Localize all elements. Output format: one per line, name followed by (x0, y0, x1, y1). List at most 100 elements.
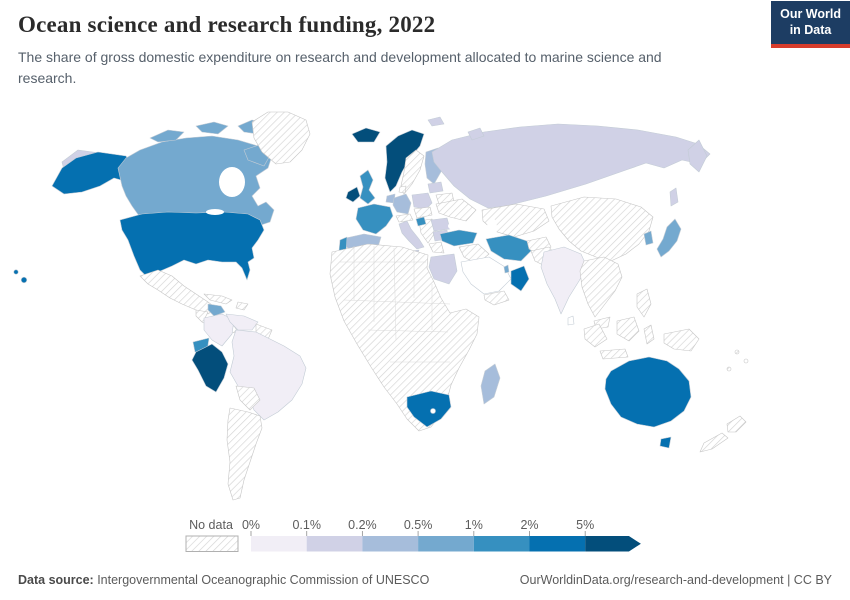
country-oman[interactable] (510, 265, 530, 292)
legend-tick-label-2: 0.2% (348, 518, 377, 532)
country-russia-svalbard[interactable] (427, 116, 445, 127)
data-source: Data source: Intergovernmental Oceanogra… (18, 573, 429, 587)
country-germany[interactable] (392, 193, 412, 215)
country-canada-arctic-2[interactable] (195, 121, 229, 135)
legend-tick-label-4: 1% (465, 518, 483, 532)
country-russia-novaya-zemlya[interactable] (467, 127, 485, 141)
legend-tick-label-5: 2% (520, 518, 538, 532)
owid-logo-line2: in Data (789, 22, 832, 37)
country-united-kingdom[interactable] (359, 169, 376, 205)
sea-black-sea (448, 221, 468, 231)
country-iceland[interactable] (351, 127, 381, 143)
chart-footer: Data source: Intergovernmental Oceanogra… (18, 573, 832, 587)
legend-bucket-2[interactable] (362, 536, 419, 552)
data-source-text: Intergovernmental Oceanographic Commissi… (93, 573, 430, 587)
legend-no-data-swatch[interactable] (185, 535, 239, 552)
country-iran[interactable] (485, 234, 532, 262)
data-source-label: Data source: (18, 573, 94, 587)
country-canada-arctic-1[interactable] (149, 129, 185, 143)
owid-logo[interactable]: Our World in Data (771, 1, 850, 49)
country-united-states[interactable] (119, 211, 265, 281)
country-italy[interactable] (398, 220, 425, 250)
legend-no-data-label: No data (189, 518, 233, 532)
country-qatar[interactable] (503, 264, 510, 274)
region-pacific-island-1[interactable] (734, 349, 740, 355)
country-lesotho[interactable] (430, 408, 436, 414)
sea-great-lakes (206, 209, 224, 215)
country-new-zealand-north[interactable] (726, 415, 747, 433)
country-saudi-arabia[interactable] (460, 256, 512, 295)
country-japan[interactable] (656, 218, 682, 258)
region-pacific-island-3[interactable] (726, 366, 732, 372)
country-brazil[interactable] (229, 329, 307, 421)
legend-bucket-6-arrow[interactable] (585, 536, 641, 552)
country-egypt[interactable] (428, 253, 458, 285)
region-central-europe-no-data[interactable] (413, 206, 433, 219)
owid-url-link[interactable]: OurWorldinData.org/research-and-developm… (519, 573, 784, 587)
country-argentina-chile[interactable] (226, 407, 263, 501)
country-sweden[interactable] (400, 149, 425, 195)
country-romania[interactable] (430, 217, 451, 232)
region-alpine-no-data[interactable] (395, 213, 414, 223)
country-greece[interactable] (428, 241, 445, 254)
country-south-africa[interactable] (406, 390, 452, 428)
country-denmark[interactable] (398, 185, 407, 194)
country-mexico[interactable] (139, 269, 217, 315)
country-hispaniola[interactable] (235, 301, 249, 311)
country-estonia-baltics[interactable] (427, 181, 444, 194)
legend-tick-label-3: 0.5% (404, 518, 433, 532)
country-yemen[interactable] (483, 290, 510, 306)
legend-bucket-4[interactable] (473, 536, 530, 552)
country-indonesia-sulawesi[interactable] (643, 324, 655, 345)
country-poland[interactable] (411, 192, 433, 210)
country-russia-kamchatka[interactable] (687, 139, 708, 173)
legend-tick-label-1: 0.1% (292, 518, 321, 532)
country-australia-tasmania[interactable] (659, 436, 672, 449)
country-russia-sakhalin[interactable] (669, 187, 679, 207)
country-croatia[interactable] (415, 216, 427, 227)
country-sri-lanka[interactable] (567, 315, 575, 326)
country-south-korea[interactable] (643, 230, 654, 246)
legend-tick-label-6: 5% (576, 518, 594, 532)
country-kazakhstan-central-asia[interactable] (481, 203, 550, 238)
legend-bucket-5[interactable] (529, 536, 586, 552)
country-bolivia[interactable] (235, 385, 261, 411)
region-africa-no-data[interactable] (329, 243, 480, 432)
country-united-states-hawaii-2[interactable] (20, 276, 28, 284)
license-badge: | CC BY (783, 573, 832, 587)
map-legend: No data 0% 0.1% 0.2% 0.5% 1% 2% 5% (185, 518, 641, 552)
legend-tick-label-0: 0% (242, 518, 260, 532)
chart-header: Ocean science and research funding, 2022… (18, 12, 832, 89)
country-indonesia-sumatra[interactable] (583, 323, 608, 348)
legend-bucket-1[interactable] (306, 536, 363, 552)
chart-subtitle: The share of gross domestic expenditure … (18, 49, 662, 86)
region-se-asia-no-data[interactable] (579, 256, 623, 318)
region-balkans-no-data[interactable] (418, 218, 437, 244)
country-russia[interactable] (431, 123, 711, 209)
country-new-zealand-south[interactable] (699, 432, 729, 453)
country-united-states-hawaii-1[interactable] (13, 269, 19, 275)
footer-right: OurWorldinData.org/research-and-developm… (520, 573, 832, 587)
country-china-mongolia[interactable] (550, 196, 654, 262)
country-ireland[interactable] (345, 186, 361, 203)
chart-title: Ocean science and research funding, 2022 (18, 12, 436, 37)
country-honduras[interactable] (207, 303, 226, 317)
country-turkey[interactable] (439, 229, 478, 247)
country-peru[interactable] (191, 343, 229, 393)
country-indonesia-borneo[interactable] (616, 316, 640, 342)
region-pacific-island-2[interactable] (743, 358, 749, 364)
country-cuba[interactable] (203, 293, 233, 305)
country-colombia[interactable] (203, 313, 235, 347)
country-madagascar[interactable] (480, 363, 501, 405)
legend-bucket-0[interactable] (251, 536, 307, 552)
country-indonesia-java[interactable] (599, 348, 629, 360)
country-new-guinea[interactable] (663, 328, 700, 352)
country-india[interactable] (540, 246, 588, 315)
country-greenland[interactable] (251, 111, 311, 165)
country-australia[interactable] (604, 356, 692, 428)
legend-bucket-3[interactable] (418, 536, 474, 552)
country-philippines[interactable] (636, 288, 652, 318)
country-ukraine[interactable] (435, 198, 477, 222)
country-france[interactable] (355, 203, 394, 235)
country-venezuela[interactable] (225, 313, 259, 331)
